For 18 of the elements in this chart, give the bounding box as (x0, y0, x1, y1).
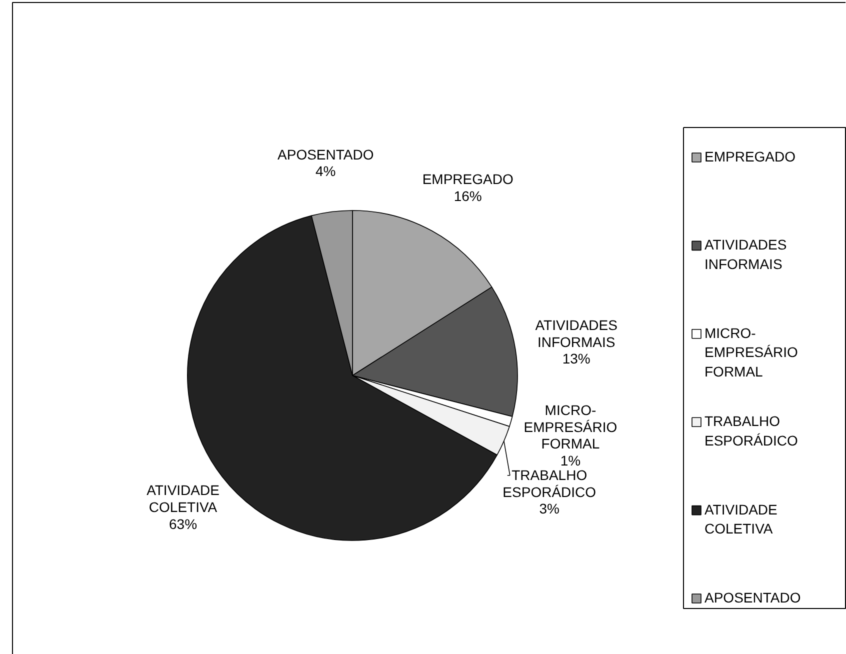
data-label: 13% (562, 350, 590, 367)
legend-label: ATIVIDADES INFORMAIS (704, 236, 787, 272)
slice-label: ATIVIDADES INFORMAIS (535, 317, 618, 350)
data-label: 16% (454, 188, 482, 204)
slice-label: ATIVIDADE COLETIVA (146, 482, 220, 515)
slice-label: MICRO-EMPRESÁRIO FORMAL (524, 402, 618, 452)
legend-label: EMPREGADO (704, 148, 796, 164)
legend-label: APOSENTADO (704, 590, 801, 606)
slice-label: APOSENTADO (278, 146, 374, 162)
slice-label: TRABALHO ESPORÁDICO (502, 467, 596, 500)
data-label: 63% (169, 516, 198, 532)
legend-label: MICRO- EMPRESÁRIO FORMAL (704, 324, 798, 380)
data-label: 3% (539, 500, 560, 517)
legend-label: ATIVIDADE COLETIVA (704, 501, 778, 536)
data-label: 1% (560, 452, 581, 469)
legend-label: TRABALHO ESPORÁDICO (704, 413, 798, 448)
slice-label: EMPREGADO (422, 171, 514, 188)
data-label: 4% (316, 163, 336, 180)
